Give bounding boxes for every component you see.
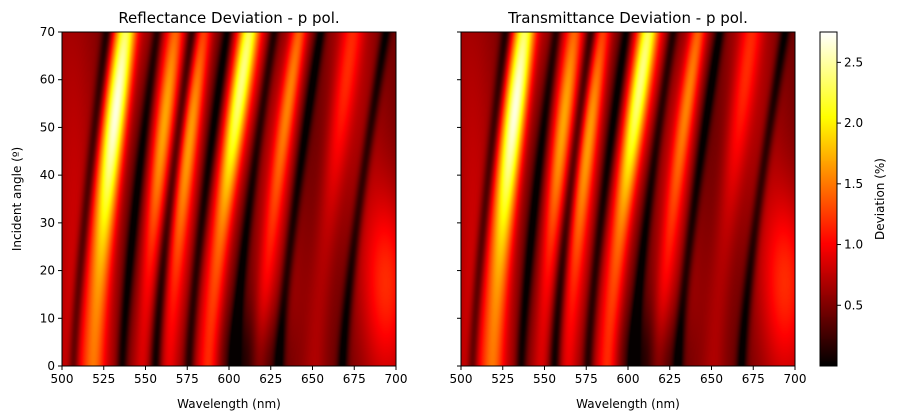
reflectance-ylabel: Incident angle (º) bbox=[10, 147, 24, 251]
colorbar-tick-label: 1.0 bbox=[844, 238, 863, 252]
colorbar-gradient bbox=[820, 32, 837, 366]
colorbar-tick-label: 0.5 bbox=[844, 298, 863, 312]
y-tick-label: 50 bbox=[40, 120, 55, 134]
x-tick-label: 650 bbox=[301, 372, 324, 386]
reflectance-panel: Reflectance Deviation - p pol. 500 525 550… bbox=[10, 9, 407, 411]
x-tick-label: 625 bbox=[658, 372, 681, 386]
transmittance-heatmap-container bbox=[461, 32, 795, 366]
reflectance-x-ticks: 500 525 550 575 600 625 650 675 700 bbox=[51, 366, 408, 386]
x-tick-label: 500 bbox=[450, 372, 473, 386]
reflectance-y-ticks: 0 10 20 30 40 50 60 70 bbox=[40, 25, 62, 373]
y-tick-label: 40 bbox=[40, 168, 55, 182]
x-tick-label: 550 bbox=[134, 372, 157, 386]
reflectance-heatmap-container bbox=[62, 32, 396, 366]
transmittance-y-ticks bbox=[457, 31, 461, 367]
x-tick-label: 625 bbox=[259, 372, 282, 386]
transmittance-xlabel: Wavelength (nm) bbox=[576, 397, 680, 411]
x-tick-label: 600 bbox=[617, 372, 640, 386]
colorbar-tick-label: 2.5 bbox=[844, 55, 863, 69]
y-tick-label: 70 bbox=[40, 25, 55, 39]
x-tick-label: 650 bbox=[700, 372, 723, 386]
reflectance-title: Reflectance Deviation - p pol. bbox=[118, 9, 339, 27]
x-tick-label: 550 bbox=[533, 372, 556, 386]
colorbar-ticks: 0.5 1.0 1.5 2.0 2.5 bbox=[837, 55, 863, 312]
y-tick-label: 0 bbox=[47, 359, 55, 373]
y-tick-label: 60 bbox=[40, 73, 55, 87]
x-tick-label: 500 bbox=[51, 372, 74, 386]
colorbar-tick-label: 2.0 bbox=[844, 116, 863, 130]
transmittance-panel: Transmittance Deviation - p pol. 500 525 5… bbox=[450, 9, 807, 411]
x-tick-label: 525 bbox=[92, 372, 115, 386]
colorbar-tick-label: 1.5 bbox=[844, 177, 863, 191]
x-tick-label: 675 bbox=[343, 372, 366, 386]
x-tick-label: 575 bbox=[575, 372, 598, 386]
x-tick-label: 525 bbox=[491, 372, 514, 386]
y-tick-label: 10 bbox=[40, 311, 55, 325]
colorbar-label: Deviation (%) bbox=[873, 158, 887, 240]
x-tick-label: 700 bbox=[784, 372, 807, 386]
x-tick-label: 675 bbox=[742, 372, 765, 386]
transmittance-heatmap bbox=[461, 32, 795, 366]
y-tick-label: 30 bbox=[40, 216, 55, 230]
colorbar-gradient-container bbox=[820, 32, 837, 366]
transmittance-title: Transmittance Deviation - p pol. bbox=[507, 9, 748, 27]
reflectance-heatmap bbox=[62, 32, 396, 366]
x-tick-label: 700 bbox=[385, 372, 408, 386]
reflectance-xlabel: Wavelength (nm) bbox=[177, 397, 281, 411]
colorbar-frame bbox=[819, 31, 838, 367]
x-tick-label: 575 bbox=[176, 372, 199, 386]
x-tick-label: 600 bbox=[218, 372, 241, 386]
colorbar: 0.5 1.0 1.5 2.0 2.5 Deviation (%) bbox=[819, 31, 887, 367]
y-tick-label: 20 bbox=[40, 264, 55, 278]
transmittance-x-ticks: 500 525 550 575 600 625 650 675 700 bbox=[450, 366, 807, 386]
